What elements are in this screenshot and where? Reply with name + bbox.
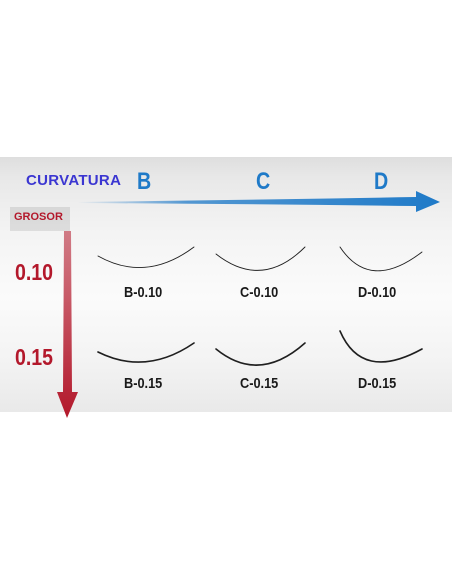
lash-curve-c-0-10	[215, 246, 306, 271]
grosor-label: GROSOR	[14, 211, 63, 223]
lash-curve-d-0-10	[339, 246, 423, 272]
row-label-0-15: 0.15	[15, 344, 54, 370]
grosor-label-box	[10, 207, 70, 231]
cell-label-b-0-15: B-0.15	[124, 375, 163, 392]
cell-label-c-0-15: C-0.15	[240, 375, 279, 392]
grosor-arrow	[57, 231, 78, 418]
cell-label-d-0-15: D-0.15	[358, 375, 397, 392]
cell-label-d-0-10: D-0.10	[358, 284, 397, 301]
column-header-b: B	[137, 168, 152, 195]
lash-curve-d-0-15	[339, 330, 423, 363]
lash-curve-b-0-10	[97, 246, 195, 268]
cell-label-b-0-10: B-0.10	[124, 284, 163, 301]
row-label-0-10: 0.10	[15, 259, 54, 285]
curvatura-label: CURVATURA	[26, 172, 122, 189]
lash-curve-c-0-15	[215, 342, 306, 366]
column-header-c: C	[256, 168, 271, 195]
curvatura-arrow	[78, 191, 440, 212]
cell-label-c-0-10: C-0.10	[240, 284, 279, 301]
lash-curve-b-0-15	[97, 342, 195, 363]
column-header-d: D	[374, 168, 389, 195]
